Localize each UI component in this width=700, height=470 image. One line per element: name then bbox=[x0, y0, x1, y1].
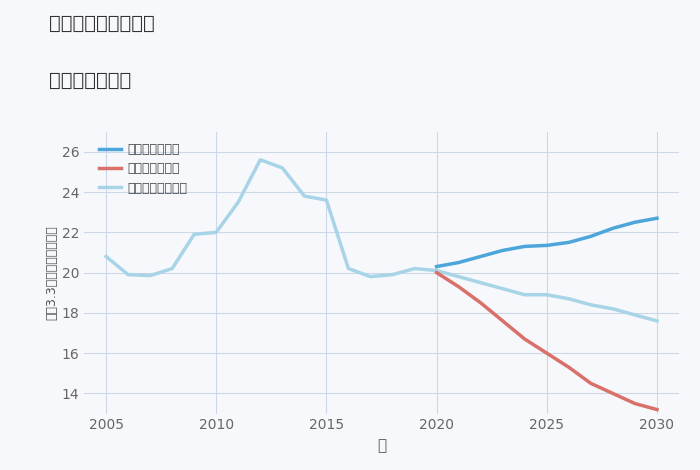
Text: 土地の価格推移: 土地の価格推移 bbox=[49, 70, 132, 89]
Y-axis label: 坪（3.3㎡）単価（万円）: 坪（3.3㎡）単価（万円） bbox=[46, 225, 59, 320]
Text: 千葉県成田市官林の: 千葉県成田市官林の bbox=[49, 14, 155, 33]
Legend: グッドシナリオ, バッドシナリオ, ノーマルシナリオ: グッドシナリオ, バッドシナリオ, ノーマルシナリオ bbox=[96, 141, 190, 197]
X-axis label: 年: 年 bbox=[377, 438, 386, 453]
